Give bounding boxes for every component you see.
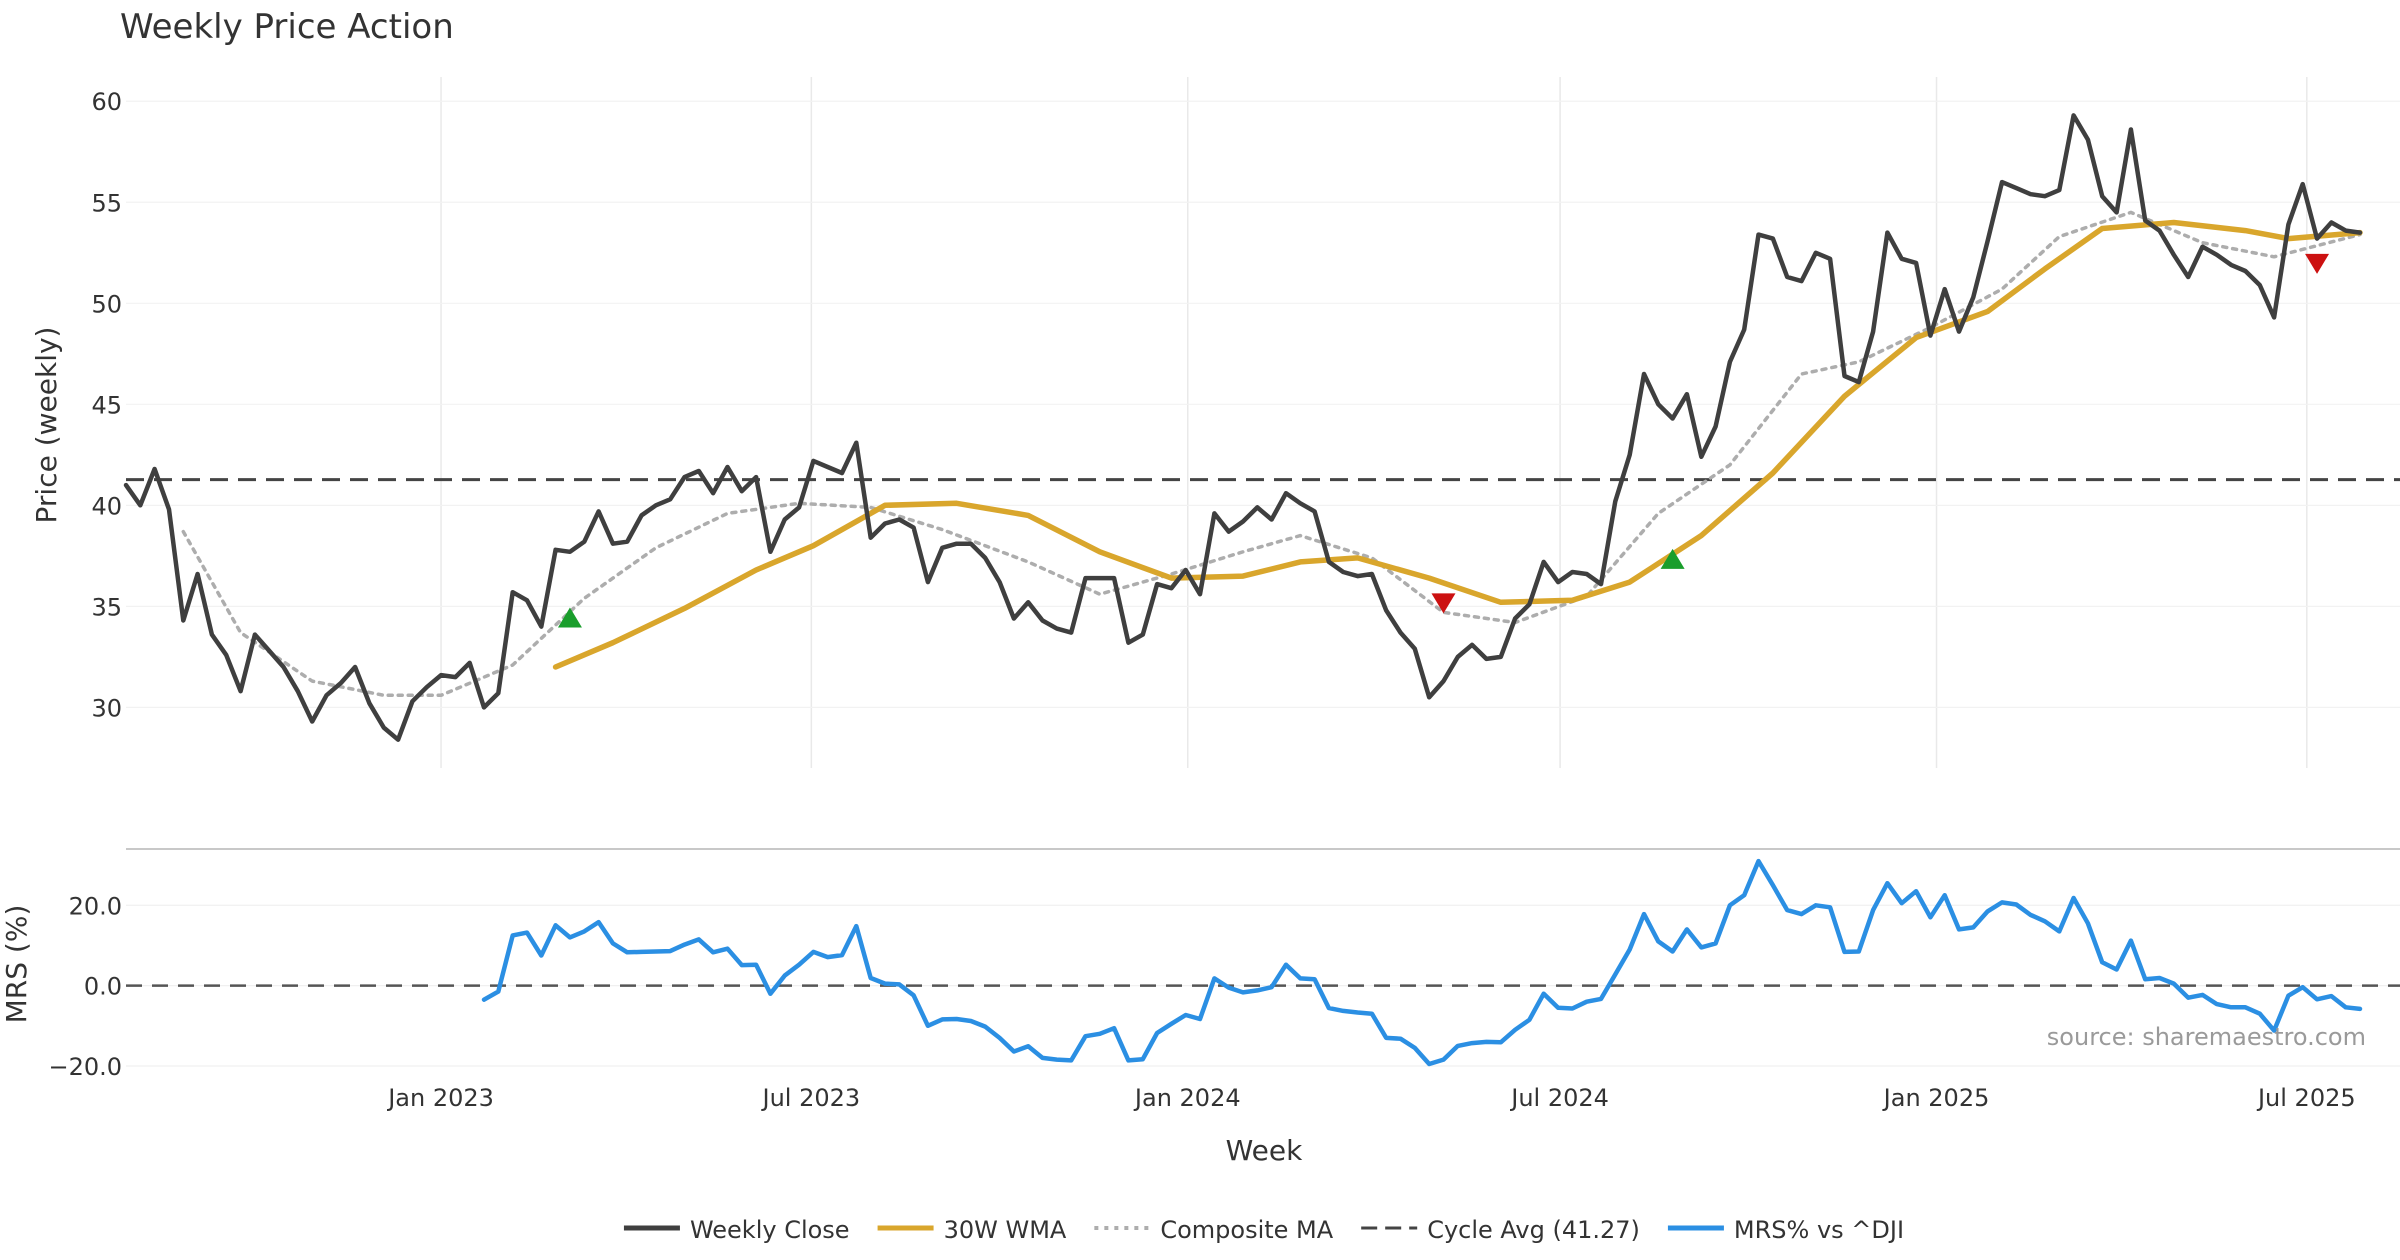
mrs-y-axis-label: MRS (%) (0, 905, 33, 1024)
mrs-y-tick-label: 20.0 (69, 892, 122, 920)
mrs-y-tick-label: −20.0 (48, 1053, 122, 1081)
series-composite-ma (181, 210, 2362, 698)
series-30w-wma (552, 219, 2363, 670)
x-axis-label: Week (1226, 1134, 1303, 1167)
legend-label: MRS% vs ^DJI (1734, 1216, 1904, 1244)
price-y-tick-label: 45 (91, 391, 122, 419)
mrs-plot (126, 858, 2400, 1067)
x-tick-label: Jul 2023 (761, 1084, 861, 1112)
sell-signal-marker (1431, 593, 1456, 614)
vertical-grid (440, 77, 2308, 768)
x-tick-label: Jul 2024 (1509, 1084, 1609, 1112)
price-y-tick-label: 60 (91, 88, 122, 116)
sell-signal-marker (2305, 253, 2330, 274)
legend-label: Cycle Avg (41.27) (1427, 1216, 1640, 1244)
price-y-tick-label: 40 (91, 492, 122, 520)
legend: Weekly Close 30W WMA Composite MA Cycle Avg… (623, 1216, 1904, 1244)
price-y-tick-label: 55 (91, 189, 122, 217)
chart-title: Weekly Price Action (120, 7, 454, 47)
x-tick-label: Jan 2025 (1882, 1084, 1990, 1112)
buy-signal-marker (557, 607, 582, 628)
mrs-y-tick-label: 0.0 (84, 973, 122, 1001)
legend-label: Composite MA (1160, 1216, 1333, 1244)
price-grid: 30 35 40 45 50 55 60 (91, 88, 2400, 722)
x-tick-label: Jan 2023 (386, 1084, 494, 1112)
price-y-tick-label: 30 (91, 694, 122, 722)
legend-label: Weekly Close (690, 1216, 850, 1244)
price-y-tick-label: 35 (91, 593, 122, 621)
series-mrs-vs-dji (481, 858, 2363, 1067)
price-plot (123, 113, 2400, 742)
buy-signal-marker (1660, 548, 1685, 569)
legend-label: 30W WMA (944, 1216, 1067, 1244)
x-tick-labels: Jan 2023 Jul 2023 Jan 2024 Jul 2024 Jan 2025… (386, 1084, 2355, 1112)
price-y-tick-label: 50 (91, 290, 122, 318)
source-label: source: sharemaestro.com (2047, 1023, 2366, 1051)
price-y-axis-label: Price (weekly) (30, 327, 63, 524)
x-tick-label: Jan 2024 (1133, 1084, 1241, 1112)
series-weekly-close (123, 113, 2363, 742)
x-tick-label: Jul 2025 (2256, 1084, 2356, 1112)
